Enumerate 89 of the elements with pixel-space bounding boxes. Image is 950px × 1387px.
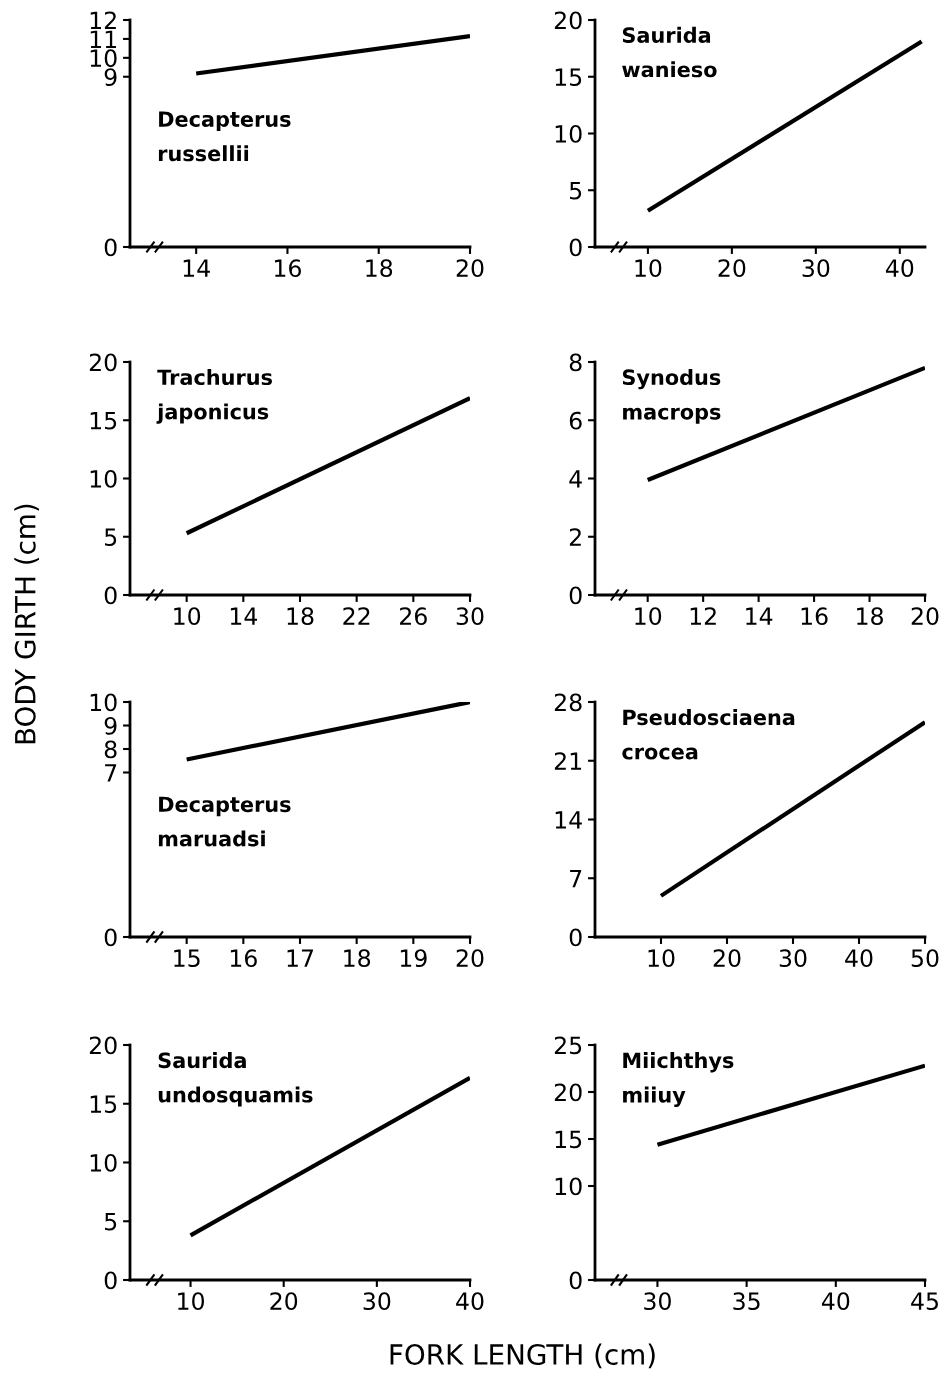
x-tick-label: 18 <box>366 259 393 278</box>
x-tick-label: 12 <box>690 607 716 625</box>
y-tick-label: 6 <box>569 411 582 430</box>
y-tick-label: 12 <box>90 11 116 29</box>
y-tick-label: 0 <box>104 586 117 605</box>
text: Saurida undosquamis <box>158 1052 313 1107</box>
x-tick-label: 22 <box>343 607 370 625</box>
y-tick-label: 0 <box>569 928 582 947</box>
y-tick-label: 8 <box>104 740 117 759</box>
y-tick-label: 15 <box>90 412 117 430</box>
y-tick-label: 0 <box>569 586 582 605</box>
x-tick-label: 17 <box>287 949 313 967</box>
x-tick-label: 20 <box>456 949 484 968</box>
x-tick-label: 18 <box>344 949 371 968</box>
x-tick-label: 40 <box>456 1292 484 1311</box>
x-tick-label: 50 <box>911 949 939 968</box>
x-tick-label: 10 <box>635 259 662 278</box>
x-tick-label: 45 <box>911 1292 938 1311</box>
x-tick-label: 20 <box>270 1292 298 1311</box>
x-tick-label: 18 <box>287 607 314 626</box>
x-tick-label: 16 <box>801 607 828 626</box>
text: Decapterus russellii <box>158 111 291 162</box>
y-tick-label: 10 <box>555 1177 582 1196</box>
x-tick-label: 10 <box>648 949 675 968</box>
y-tick-label: 9 <box>104 68 117 87</box>
x-tick-label: 20 <box>713 949 741 968</box>
x-tick-label: 40 <box>845 949 873 968</box>
text: Synodus macrops <box>622 368 721 424</box>
text: Saurida wanieso <box>622 26 717 78</box>
y-tick-label: 25 <box>554 1036 582 1055</box>
y-tick-label: 8 <box>569 353 582 372</box>
x-tick-label: 30 <box>779 949 807 968</box>
y-tick-label: 10 <box>90 49 117 68</box>
text: Miichthys miiuy <box>623 1052 734 1107</box>
y-tick-label: 15 <box>90 1095 117 1114</box>
y-tick-label: 21 <box>554 752 582 770</box>
y-tick-label: 2 <box>569 528 581 546</box>
y-tick-label: 10 <box>90 1153 117 1172</box>
y-tick-label: 10 <box>90 469 117 488</box>
y-tick-label: 7 <box>570 870 582 888</box>
y-tick-label: 0 <box>569 1271 582 1290</box>
x-tick-label: 10 <box>178 1292 204 1311</box>
text: Trachurus japonicus <box>156 368 272 424</box>
x-tick-label: 14 <box>183 259 210 277</box>
y-tick-label: 0 <box>104 1271 117 1290</box>
y-tick-label: 20 <box>89 1036 117 1055</box>
y-tick-label: 0 <box>104 928 117 947</box>
x-tick-label: 35 <box>733 1292 760 1311</box>
x-tick-label: 30 <box>363 1292 391 1311</box>
y-tick-label: 11 <box>90 30 117 48</box>
y-tick-label: 4 <box>569 470 582 488</box>
x-tick-label: 18 <box>857 607 883 626</box>
x-tick-label: 19 <box>400 949 427 968</box>
y-tick-label: 10 <box>555 124 582 143</box>
y-tick-label: 0 <box>104 238 117 257</box>
x-tick-label: 40 <box>821 1292 850 1311</box>
text: BODY GIRTH (cm) <box>14 504 40 744</box>
y-tick-label: 20 <box>554 1083 582 1102</box>
y-tick-label: 5 <box>104 1213 117 1231</box>
text: Pseudosciaena crocea <box>622 709 795 760</box>
x-tick-label: 16 <box>230 949 257 968</box>
x-tick-label: 14 <box>746 607 773 625</box>
y-tick-label: 15 <box>555 68 582 87</box>
x-tick-label: 30 <box>802 259 830 278</box>
x-tick-label: 30 <box>456 607 484 626</box>
x-tick-label: 15 <box>174 949 200 968</box>
x-tick-label: 10 <box>635 607 662 626</box>
y-tick-label: 14 <box>555 811 582 829</box>
y-tick-label: 10 <box>90 693 117 712</box>
x-tick-label: 14 <box>230 607 258 625</box>
x-tick-label: 40 <box>885 259 914 278</box>
y-tick-label: 15 <box>555 1130 582 1149</box>
x-tick-label: 20 <box>911 607 939 626</box>
y-tick-label: 7 <box>105 764 117 782</box>
y-tick-label: 0 <box>569 238 582 257</box>
y-tick-label: 9 <box>104 716 117 735</box>
x-tick-label: 30 <box>644 1292 671 1311</box>
y-tick-label: 20 <box>554 11 582 30</box>
x-tick-label: 20 <box>456 259 484 278</box>
x-tick-label: 20 <box>718 259 746 278</box>
text: FORK LENGTH (cm) <box>390 1343 655 1369</box>
y-tick-label: 20 <box>89 353 117 372</box>
y-tick-label: 5 <box>104 528 117 547</box>
x-tick-label: 16 <box>275 259 301 278</box>
y-tick-label: 28 <box>554 693 582 712</box>
x-tick-label: 26 <box>400 607 427 626</box>
y-tick-label: 5 <box>569 182 582 200</box>
text: Decapterus maruadsi <box>158 796 291 847</box>
x-tick-label: 10 <box>174 607 201 626</box>
